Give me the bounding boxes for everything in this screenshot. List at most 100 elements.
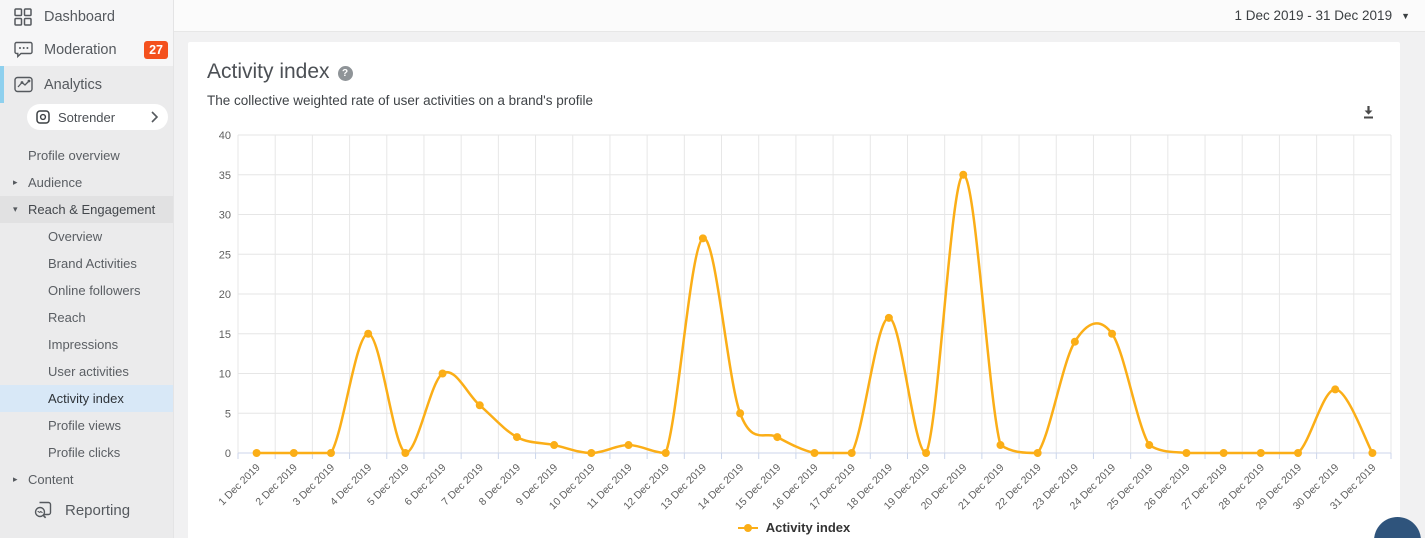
- dashboard-icon: [14, 7, 33, 26]
- reporting-icon: [33, 500, 55, 522]
- sidebar-item-label: Reach: [48, 310, 86, 325]
- sidebar-item-label: Brand Activities: [48, 256, 137, 271]
- help-icon[interactable]: ?: [337, 66, 353, 81]
- chart-point[interactable]: [884, 313, 893, 322]
- chart-point[interactable]: [736, 409, 745, 418]
- chart-point[interactable]: [1256, 449, 1265, 457]
- sidebar-item-analytics[interactable]: Analytics: [0, 66, 173, 103]
- sidebar-item-label: Profile clicks: [48, 445, 121, 460]
- sidebar-item-label: Profile views: [48, 418, 121, 433]
- download-icon: [1363, 105, 1373, 118]
- chart-point[interactable]: [996, 441, 1005, 450]
- chart-point[interactable]: [959, 170, 968, 179]
- chart-legend[interactable]: Activity index: [188, 520, 1400, 535]
- chart-point[interactable]: [1033, 449, 1042, 457]
- card-subtitle: The collective weighted rate of user act…: [207, 93, 594, 108]
- chart-point[interactable]: [773, 433, 782, 442]
- profile-selector-label: Sotrender: [58, 109, 116, 125]
- sidebar-item-activity-index[interactable]: Activity index: [0, 385, 173, 412]
- analytics-icon: [14, 75, 33, 94]
- chart-point[interactable]: [1368, 449, 1377, 457]
- sidebar-item-profile-clicks[interactable]: Profile clicks: [0, 439, 173, 466]
- chart-point[interactable]: [475, 401, 484, 410]
- chart-point[interactable]: [289, 449, 298, 457]
- sidebar-item-audience[interactable]: ▸ Audience: [0, 169, 173, 196]
- chat-widget-bubble[interactable]: [1374, 517, 1421, 538]
- chart-point[interactable]: [624, 441, 633, 450]
- chart-point[interactable]: [587, 449, 596, 457]
- sidebar-item-label: Dashboard: [44, 8, 115, 25]
- sidebar-item-reach[interactable]: Reach: [0, 304, 173, 331]
- chart-point[interactable]: [550, 441, 559, 450]
- sidebar-item-dashboard[interactable]: Dashboard: [0, 0, 173, 33]
- sidebar-item-label: Content: [28, 472, 74, 487]
- sidebar-item-label: User activities: [48, 364, 129, 379]
- sidebar-item-content[interactable]: ▸ Content: [0, 466, 173, 493]
- chevron-right-icon: ▸: [13, 474, 18, 484]
- chevron-right-icon: [151, 111, 158, 123]
- sidebar: Dashboard Moderation 27 Analytics: [0, 0, 174, 538]
- sidebar-item-profile-overview[interactable]: Profile overview: [0, 142, 173, 169]
- chart-point[interactable]: [810, 449, 819, 457]
- chart-point[interactable]: [401, 449, 410, 457]
- chart-point[interactable]: [1219, 449, 1228, 457]
- sidebar-item-moderation[interactable]: Moderation 27: [0, 33, 173, 66]
- chart-point[interactable]: [252, 449, 261, 457]
- y-axis-tick-label: 40: [219, 130, 231, 142]
- chart-point[interactable]: [438, 369, 447, 378]
- date-range-label: 1 Dec 2019 - 31 Dec 2019: [1234, 8, 1393, 23]
- y-axis-tick-label: 25: [219, 249, 231, 261]
- y-axis-tick-label: 15: [219, 329, 231, 341]
- chart-point[interactable]: [1145, 441, 1154, 450]
- sidebar-item-label: Audience: [28, 175, 83, 190]
- chart-point[interactable]: [1182, 449, 1191, 457]
- sidebar-item-reporting[interactable]: Reporting: [0, 497, 173, 524]
- sidebar-item-overview[interactable]: Overview: [0, 223, 173, 250]
- chart-point[interactable]: [326, 449, 335, 457]
- chart-point[interactable]: [512, 433, 521, 442]
- top-header: 1 Dec 2019 - 31 Dec 2019 ▼: [174, 0, 1425, 32]
- page-title-text: Activity index: [207, 60, 330, 83]
- active-section-accent-bar: [0, 66, 4, 103]
- sidebar-item-label: Overview: [48, 229, 103, 244]
- chart-point[interactable]: [1294, 449, 1303, 457]
- y-axis-tick-label: 30: [219, 210, 231, 222]
- profile-selector[interactable]: Sotrender: [27, 104, 168, 130]
- y-axis-tick-label: 0: [225, 448, 231, 460]
- sidebar-item-label: Analytics: [44, 76, 103, 93]
- page-title: Activity index ?: [188, 42, 1400, 84]
- sidebar-item-label: Profile overview: [28, 148, 120, 163]
- chart-point[interactable]: [364, 329, 373, 338]
- y-axis-tick-label: 35: [219, 170, 231, 182]
- chart-point[interactable]: [1331, 385, 1340, 394]
- legend-marker-icon: [737, 523, 758, 532]
- download-button[interactable]: [1356, 100, 1380, 124]
- sidebar-analytics-section: Analytics Sotrender Profile overview ▸ Aud…: [0, 66, 173, 538]
- moderation-count-badge: 27: [144, 40, 168, 59]
- activity-index-card: Activity index ? The collective weighted…: [188, 42, 1400, 538]
- sidebar-item-label: Online followers: [48, 283, 141, 298]
- sidebar-item-online-followers[interactable]: Online followers: [0, 277, 173, 304]
- caret-down-icon: ▼: [1401, 10, 1410, 21]
- sidebar-item-label: Activity index: [48, 391, 124, 406]
- date-range-selector[interactable]: 1 Dec 2019 - 31 Dec 2019 ▼: [1234, 8, 1425, 23]
- y-axis-tick-label: 5: [225, 408, 231, 420]
- chart-point[interactable]: [847, 449, 856, 457]
- chart-point[interactable]: [922, 449, 931, 457]
- chart-point[interactable]: [661, 449, 670, 457]
- y-axis-tick-label: 20: [219, 289, 231, 301]
- sidebar-item-profile-views[interactable]: Profile views: [0, 412, 173, 439]
- chart-point[interactable]: [1070, 337, 1079, 346]
- sidebar-item-label: Reporting: [65, 502, 131, 519]
- sidebar-item-label: Impressions: [48, 337, 119, 352]
- sidebar-item-impressions[interactable]: Impressions: [0, 331, 173, 358]
- sidebar-item-reach-engagement[interactable]: ▾ Reach & Engagement: [0, 196, 173, 223]
- chart-point[interactable]: [1108, 329, 1117, 338]
- sidebar-item-user-activities[interactable]: User activities: [0, 358, 173, 385]
- chevron-right-icon: ▸: [13, 177, 18, 187]
- chart-point[interactable]: [698, 234, 707, 243]
- sidebar-item-brand-activities[interactable]: Brand Activities: [0, 250, 173, 277]
- instagram-icon: [36, 110, 50, 124]
